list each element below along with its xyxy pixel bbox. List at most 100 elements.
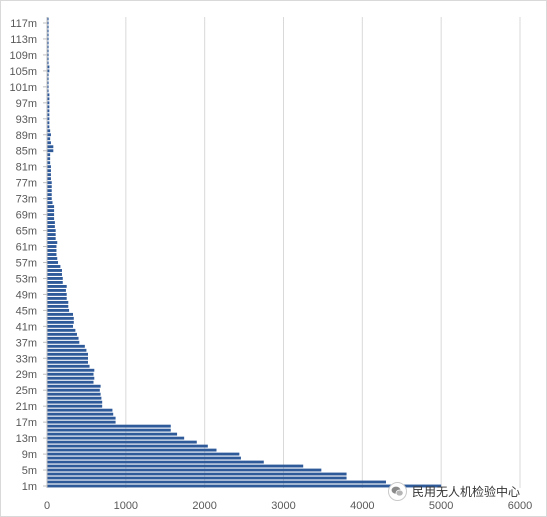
bar-36m (47, 344, 85, 348)
y-tick-label: 113m (10, 34, 37, 46)
bar-37m (47, 340, 80, 344)
bar-24m (47, 392, 101, 396)
y-tick-label: 81m (16, 162, 37, 174)
bar-83m (47, 157, 51, 161)
y-tick-label: 117m (10, 18, 37, 30)
bar-59m (47, 253, 57, 256)
bar-5m (47, 468, 322, 472)
bar-111m (47, 45, 49, 49)
y-tick-label: 77m (16, 178, 37, 190)
x-tick-label: 2000 (192, 500, 216, 512)
bar-21m (47, 404, 103, 408)
bar-6m (47, 464, 304, 468)
bar-69m (47, 213, 55, 217)
bar-118m (47, 17, 49, 21)
bar-32m (47, 360, 88, 364)
bar-110m (47, 49, 49, 53)
bar-95m (47, 109, 50, 113)
y-tick-label: 41m (16, 321, 37, 333)
bar-22m (47, 400, 103, 404)
bar-8m (47, 456, 241, 460)
bar-38m (47, 336, 79, 340)
y-tick-label: 33m (16, 353, 37, 365)
y-tick-label: 69m (16, 210, 37, 222)
bar-47m (47, 300, 69, 304)
bar-114m (47, 33, 49, 37)
bar-93m (47, 117, 50, 121)
y-tick-label: 65m (16, 226, 37, 238)
bar-23m (47, 396, 102, 400)
bar-85m (47, 149, 54, 153)
bar-45m (47, 308, 70, 312)
bar-9m (47, 452, 240, 456)
bar-52m (47, 280, 63, 284)
y-tick-label: 1m (22, 481, 37, 493)
bar-70m (47, 209, 55, 213)
bar-4m (47, 472, 347, 476)
bar-64m (47, 233, 56, 236)
bar-44m (47, 312, 74, 316)
bar-60m (47, 249, 57, 252)
y-tick-label: 5m (22, 465, 37, 477)
bar-58m (47, 257, 58, 260)
y-tick-label: 29m (16, 369, 37, 381)
bar-98m (47, 97, 50, 101)
bar-74m (47, 193, 52, 197)
y-tick-label: 89m (16, 130, 37, 142)
bar-77m (47, 181, 52, 185)
bar-68m (47, 217, 55, 221)
bar-51m (47, 284, 67, 288)
bar-55m (47, 269, 62, 272)
bar-63m (47, 237, 56, 240)
bar-65m (47, 229, 56, 232)
bar-11m (47, 444, 208, 448)
bar-67m (47, 221, 55, 225)
bar-2m (47, 480, 386, 484)
bar-89m (47, 133, 51, 137)
bar-103m (47, 77, 49, 81)
bar-79m (47, 173, 51, 177)
bar-42m (47, 320, 74, 324)
bar-26m (47, 384, 101, 388)
bar-18m (47, 416, 116, 420)
y-tick-label: 37m (16, 337, 37, 349)
bar-15m (47, 428, 171, 432)
bar-104m (47, 73, 49, 77)
bar-113m (47, 37, 49, 41)
bar-75m (47, 189, 52, 193)
bar-80m (47, 169, 51, 173)
bar-82m (47, 161, 51, 165)
bar-94m (47, 113, 50, 117)
bar-71m (47, 205, 55, 209)
bar-20m (47, 408, 113, 412)
bar-107m (47, 61, 49, 65)
bar-62m (47, 241, 58, 244)
bar-30m (47, 368, 95, 372)
y-tick-label: 21m (16, 401, 37, 413)
y-tick-label: 57m (16, 257, 37, 269)
bar-108m (47, 57, 49, 61)
y-tick-label: 13m (16, 433, 37, 445)
bar-49m (47, 292, 67, 296)
bar-102m (47, 81, 49, 85)
bar-33m (47, 356, 88, 360)
bar-40m (47, 328, 76, 332)
bar-53m (47, 277, 63, 280)
bar-1m (47, 484, 442, 488)
bar-72m (47, 201, 53, 205)
y-tick-label: 105m (9, 66, 37, 78)
x-tick-label: 4000 (350, 500, 374, 512)
bar-41m (47, 324, 74, 328)
bar-73m (47, 197, 52, 201)
bar-10m (47, 448, 217, 452)
x-tick-label: 5000 (429, 500, 453, 512)
x-tick-label: 3000 (271, 500, 295, 512)
bar-90m (47, 129, 51, 133)
bar-17m (47, 420, 116, 424)
y-tick-label: 97m (16, 98, 37, 110)
bar-35m (47, 348, 87, 352)
bar-28m (47, 376, 95, 380)
bar-27m (47, 380, 94, 384)
bar-34m (47, 352, 88, 356)
watermark-text: 民用无人机检验中心 (412, 484, 521, 499)
